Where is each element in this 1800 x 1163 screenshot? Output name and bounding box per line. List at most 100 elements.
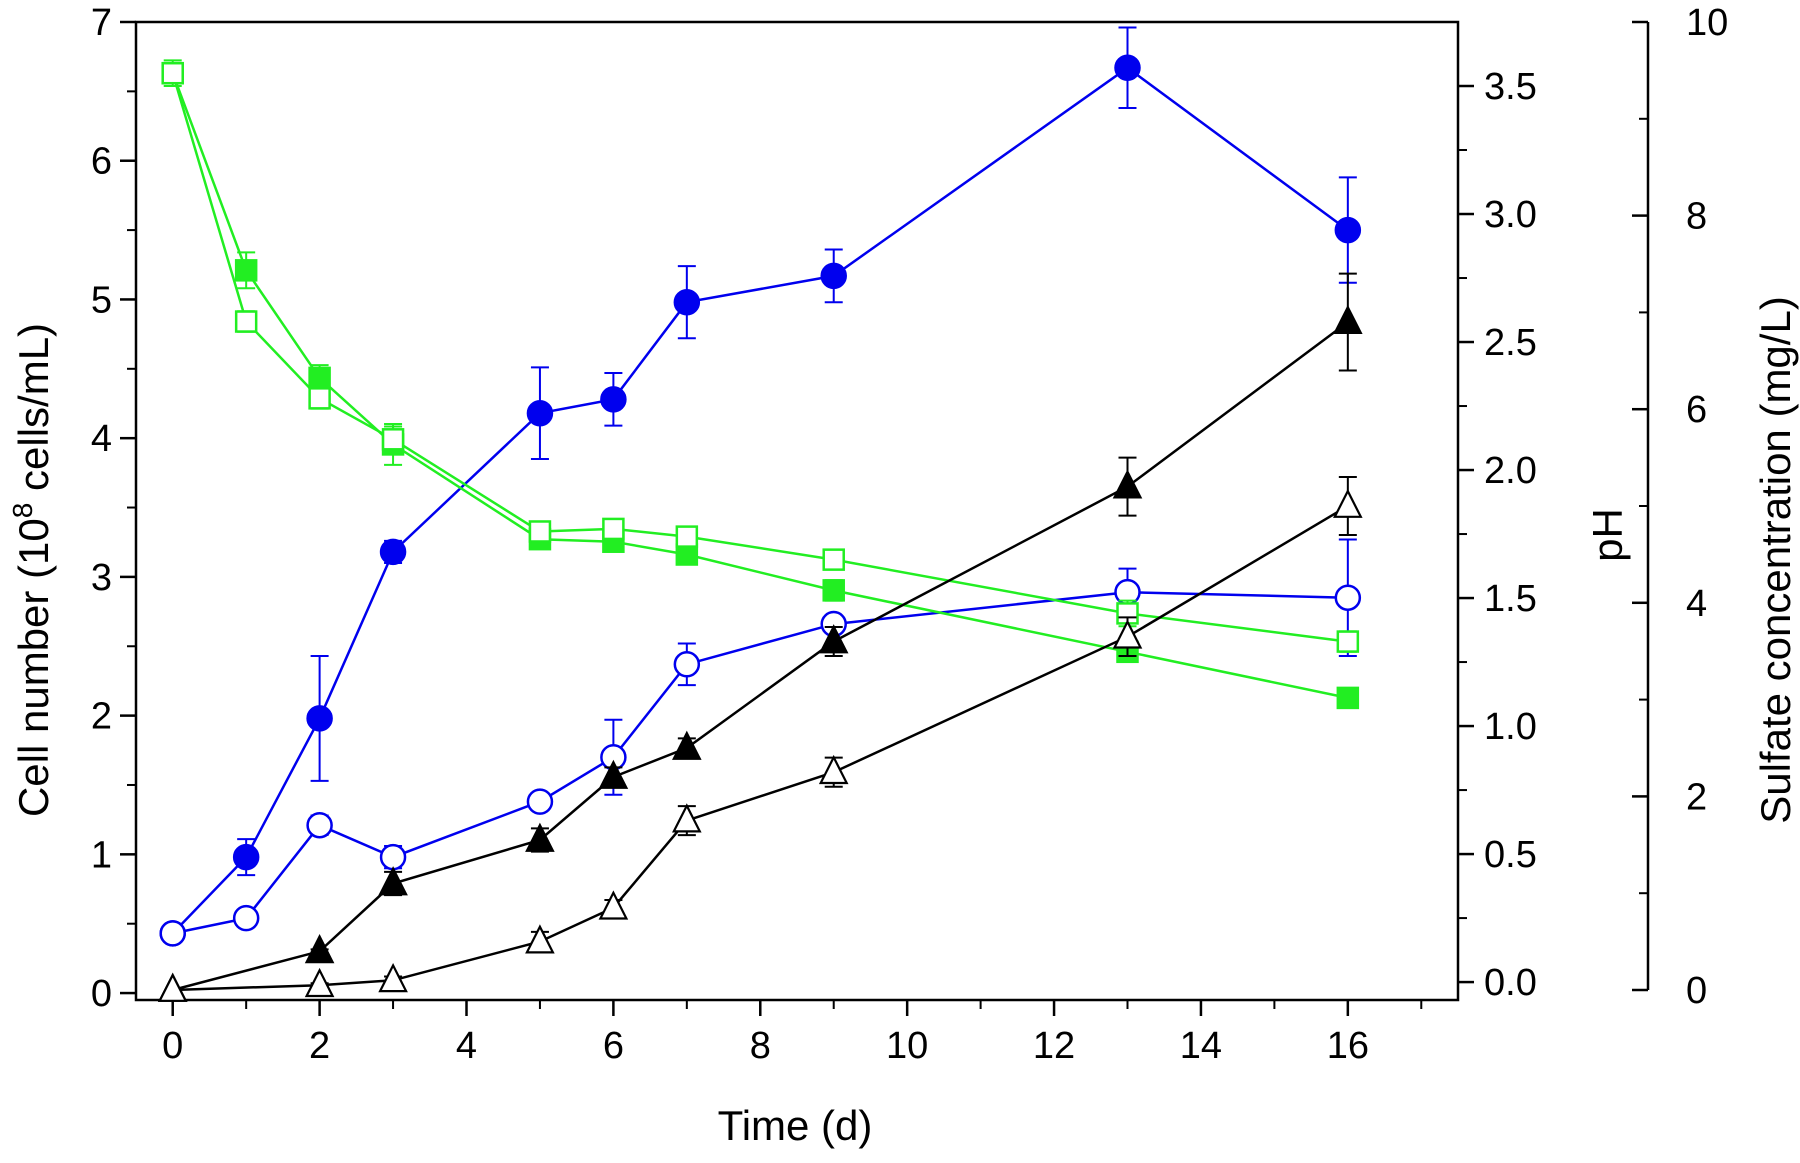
- y-axis-title-cell-prefix: Cell number (10: [10, 518, 57, 817]
- data-point: [234, 259, 258, 282]
- sulfate-tick-label: 8: [1686, 196, 1707, 238]
- series-line: [171, 72, 1348, 643]
- y-axis-title-cell-suffix: cells/mL): [10, 323, 57, 503]
- data-point: [379, 538, 407, 566]
- x-axis-title: Time (d): [718, 1102, 873, 1149]
- data-point: [378, 962, 408, 993]
- plot-frame: [134, 20, 1650, 1002]
- data-point: [1112, 619, 1143, 649]
- sulfate-tick-label: 2: [1686, 776, 1707, 818]
- data-point: [306, 811, 333, 839]
- x-tick-label: 14: [1180, 1025, 1222, 1067]
- x-tick-label: 10: [886, 1025, 928, 1067]
- data-point: [673, 651, 701, 678]
- data-point: [1334, 584, 1362, 611]
- data-point: [598, 759, 629, 789]
- data-point: [672, 803, 702, 833]
- data-point: [528, 520, 552, 543]
- series-line: [172, 590, 1348, 935]
- data-point: [822, 548, 845, 571]
- data-point: [306, 705, 333, 732]
- data-point: [600, 386, 627, 413]
- data-point: [308, 387, 331, 410]
- series-line: [171, 66, 1349, 935]
- data-point: [1334, 216, 1362, 244]
- cell-tick-label: 2: [91, 696, 112, 738]
- data-point: [1112, 469, 1143, 499]
- data-point: [526, 399, 554, 427]
- data-point: [381, 428, 405, 451]
- cell-tick-label: 5: [91, 279, 112, 321]
- series-cell-number-open: [159, 538, 1362, 947]
- data-point: [598, 890, 629, 920]
- data-point: [232, 843, 260, 871]
- x-tick-label: 12: [1033, 1025, 1075, 1067]
- plot-border: [134, 20, 1460, 1002]
- y-axis-title-cell-exponent: 8: [7, 503, 38, 519]
- data-point: [159, 920, 186, 947]
- data-point: [675, 525, 699, 548]
- data-point: [157, 972, 188, 1002]
- data-point: [378, 866, 408, 896]
- series-ph-filled: [161, 59, 1360, 710]
- data-point: [525, 822, 555, 852]
- x-tick-label: 2: [309, 1025, 330, 1067]
- ph-tick-label: 1.0: [1484, 706, 1537, 748]
- data-point: [304, 967, 335, 998]
- data-point: [232, 904, 260, 932]
- data-point: [672, 730, 702, 760]
- x-tick-label: 6: [603, 1025, 624, 1067]
- sulfate-tick-label: 0: [1686, 970, 1707, 1012]
- data-point: [1333, 488, 1363, 518]
- series-layer: [157, 26, 1363, 1002]
- cell-tick-label: 0: [91, 973, 112, 1015]
- sulfate-tick-label: 10: [1686, 2, 1728, 44]
- x-tick-label: 8: [750, 1025, 771, 1067]
- series-ph-open: [161, 61, 1360, 653]
- ph-tick-label: 2.0: [1484, 450, 1537, 492]
- ph-tick-label: 0.5: [1484, 834, 1537, 876]
- cell-tick-label: 6: [91, 141, 112, 183]
- ph-tick-label: 3.5: [1484, 66, 1537, 108]
- y-axis-title-cell-number: Cell number (108 cells/mL): [7, 323, 57, 817]
- data-point: [822, 579, 845, 602]
- cell-tick-label: 4: [91, 418, 112, 460]
- data-point: [820, 262, 847, 290]
- cell-tick-label: 1: [91, 834, 112, 876]
- data-point: [673, 288, 701, 316]
- axis-ticks: 0 2 4 6 8 10 12 14 16012345670.00.51.01.52.02.53…: [91, 2, 1728, 1067]
- x-tick-label: 0: [162, 1025, 183, 1067]
- sulfate-tick-label: 4: [1686, 583, 1707, 625]
- sulfate-tick-label: 6: [1686, 389, 1707, 431]
- cell-tick-label: 7: [91, 2, 112, 44]
- series-line: [172, 504, 1349, 992]
- x-tick-label: 16: [1327, 1025, 1369, 1067]
- series-cell-number-filled: [159, 26, 1362, 947]
- cell-tick-label: 3: [91, 557, 112, 599]
- data-point: [525, 924, 555, 954]
- series-line: [171, 72, 1349, 700]
- data-point: [308, 366, 331, 390]
- data-point: [526, 788, 554, 815]
- data-point: [379, 843, 407, 871]
- data-point: [1336, 686, 1360, 710]
- data-point: [1114, 54, 1141, 82]
- y-axis-title-ph: pH: [1584, 508, 1631, 562]
- data-point: [234, 310, 258, 333]
- data-point: [1333, 304, 1363, 334]
- ph-tick-label: 1.5: [1484, 578, 1537, 620]
- data-point: [304, 933, 335, 964]
- data-point: [1336, 630, 1360, 653]
- data-point: [818, 624, 849, 654]
- ph-tick-label: 2.5: [1484, 322, 1537, 364]
- ph-tick-label: 3.0: [1484, 194, 1537, 236]
- data-point: [161, 61, 184, 85]
- data-point: [602, 517, 625, 541]
- x-tick-label: 4: [456, 1025, 477, 1067]
- series-sulfate-filled: [157, 272, 1363, 1002]
- series-sulfate-open: [157, 475, 1363, 1002]
- series-line: [172, 321, 1349, 992]
- y-axis-title-sulfate: Sulfate concentration (mg/L): [1752, 296, 1799, 824]
- data-point: [818, 754, 849, 785]
